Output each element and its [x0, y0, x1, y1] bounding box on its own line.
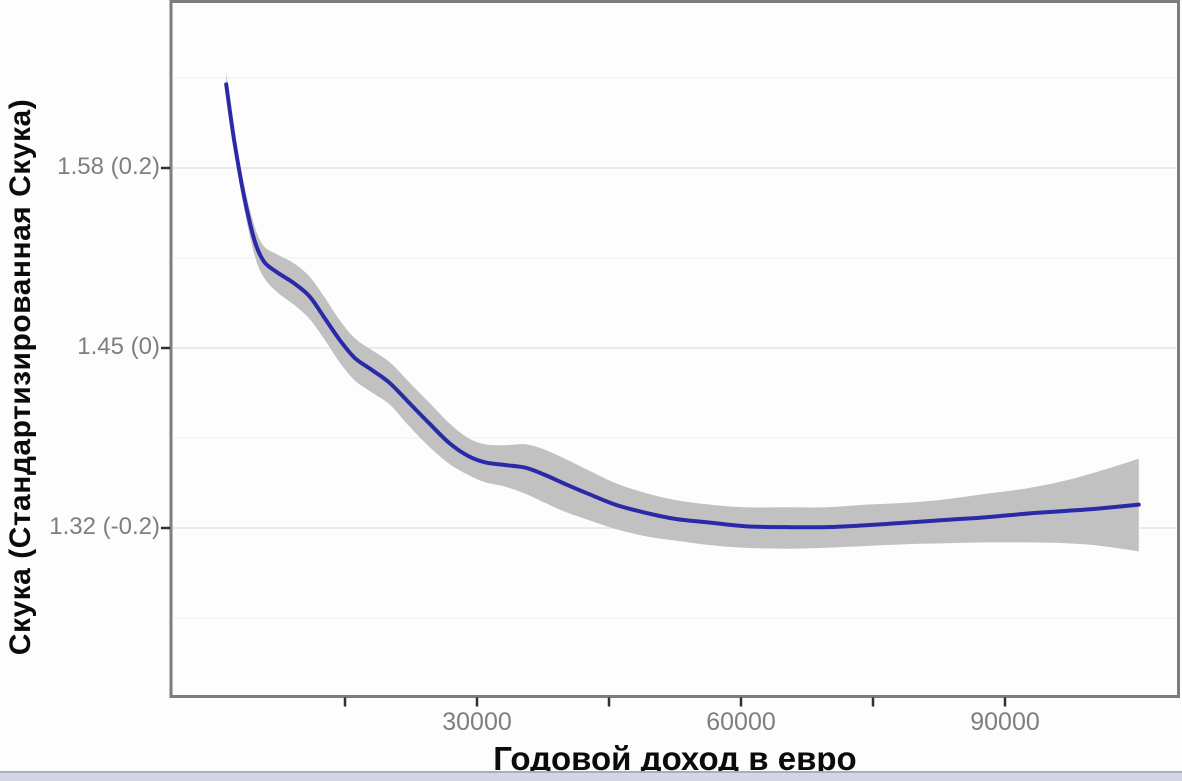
- x-tick-label: 60000: [706, 708, 776, 736]
- x-tick-label: 90000: [970, 708, 1040, 736]
- y-tick-label: 1.58 (0.2): [57, 153, 160, 180]
- y-axis-title: Скука (Стандартизированная Скука): [4, 98, 37, 656]
- y-tick-label: 1.45 (0): [77, 333, 160, 360]
- x-tick-label: 30000: [442, 708, 512, 736]
- x-axis-title: Годовой доход в евро: [493, 740, 857, 777]
- plot-panel-border: [169, 0, 1180, 698]
- bottom-bar: [0, 771, 1182, 781]
- confidence-band: [226, 72, 1139, 552]
- y-tick-label: 1.32 (-0.2): [49, 513, 160, 540]
- axis-ticks-layer: [161, 166, 1007, 707]
- trend-line: [224, 82, 1141, 530]
